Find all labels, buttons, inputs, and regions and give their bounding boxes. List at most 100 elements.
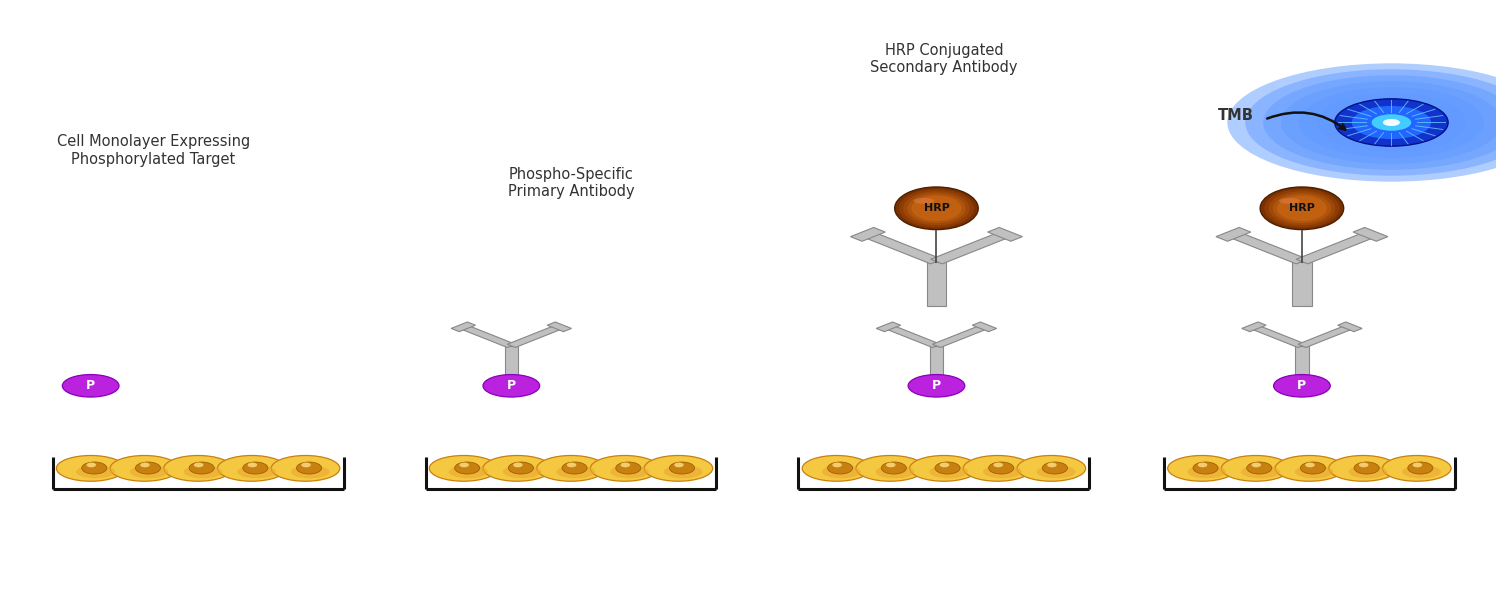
Ellipse shape xyxy=(615,462,640,474)
Ellipse shape xyxy=(1198,463,1208,467)
Polygon shape xyxy=(452,322,476,332)
Ellipse shape xyxy=(802,455,871,481)
Polygon shape xyxy=(933,325,988,347)
Ellipse shape xyxy=(509,462,534,474)
Ellipse shape xyxy=(882,462,906,474)
Ellipse shape xyxy=(1294,465,1334,478)
Ellipse shape xyxy=(833,463,842,467)
Polygon shape xyxy=(1298,325,1354,347)
Text: HRP: HRP xyxy=(1288,203,1316,213)
Ellipse shape xyxy=(248,463,256,467)
Circle shape xyxy=(483,374,540,397)
Ellipse shape xyxy=(886,463,896,467)
Text: Phospho-Specific
Primary Antibody: Phospho-Specific Primary Antibody xyxy=(507,167,634,199)
Ellipse shape xyxy=(894,187,978,230)
Ellipse shape xyxy=(1227,64,1500,182)
Ellipse shape xyxy=(76,465,116,478)
Ellipse shape xyxy=(454,462,480,474)
Ellipse shape xyxy=(1371,114,1411,131)
Ellipse shape xyxy=(1408,462,1432,474)
Polygon shape xyxy=(1338,322,1362,332)
Ellipse shape xyxy=(135,462,160,474)
Ellipse shape xyxy=(1352,106,1431,139)
Ellipse shape xyxy=(934,462,960,474)
Ellipse shape xyxy=(1251,463,1262,467)
Text: P: P xyxy=(1298,379,1306,392)
Ellipse shape xyxy=(1245,69,1500,176)
Ellipse shape xyxy=(513,463,522,467)
Ellipse shape xyxy=(562,462,586,474)
Ellipse shape xyxy=(621,463,630,467)
Ellipse shape xyxy=(130,465,168,478)
Ellipse shape xyxy=(903,191,970,226)
Polygon shape xyxy=(987,227,1023,241)
Ellipse shape xyxy=(567,463,576,467)
Ellipse shape xyxy=(1246,462,1272,474)
Text: TMB: TMB xyxy=(1218,108,1254,123)
Ellipse shape xyxy=(1269,191,1335,226)
Bar xyxy=(1294,346,1308,377)
Ellipse shape xyxy=(591,455,658,481)
Ellipse shape xyxy=(483,455,552,481)
Ellipse shape xyxy=(1188,465,1225,478)
Ellipse shape xyxy=(1402,465,1441,478)
Ellipse shape xyxy=(1264,189,1340,227)
Ellipse shape xyxy=(1383,455,1450,481)
Bar xyxy=(504,346,518,377)
Text: P: P xyxy=(932,379,940,392)
Ellipse shape xyxy=(556,465,596,478)
Ellipse shape xyxy=(1167,455,1236,481)
Ellipse shape xyxy=(1275,455,1344,481)
Ellipse shape xyxy=(1017,455,1086,481)
Ellipse shape xyxy=(876,465,915,478)
Ellipse shape xyxy=(1281,81,1500,164)
Polygon shape xyxy=(459,325,516,347)
Ellipse shape xyxy=(429,455,498,481)
Polygon shape xyxy=(1242,322,1266,332)
Ellipse shape xyxy=(297,462,321,474)
Polygon shape xyxy=(1296,232,1377,264)
Ellipse shape xyxy=(140,463,150,467)
Ellipse shape xyxy=(291,465,330,478)
Ellipse shape xyxy=(1335,99,1448,146)
Ellipse shape xyxy=(1359,463,1368,467)
Ellipse shape xyxy=(81,462,106,474)
Polygon shape xyxy=(885,325,940,347)
Ellipse shape xyxy=(87,463,96,467)
Text: HRP: HRP xyxy=(924,203,950,213)
Ellipse shape xyxy=(1036,465,1076,478)
Ellipse shape xyxy=(828,462,852,474)
Ellipse shape xyxy=(1329,455,1398,481)
Bar xyxy=(930,346,944,377)
Ellipse shape xyxy=(1047,463,1056,467)
Polygon shape xyxy=(507,325,564,347)
Ellipse shape xyxy=(1348,465,1388,478)
Ellipse shape xyxy=(1042,462,1068,474)
Ellipse shape xyxy=(930,465,968,478)
Ellipse shape xyxy=(537,455,606,481)
Ellipse shape xyxy=(674,463,684,467)
Polygon shape xyxy=(1250,325,1306,347)
Ellipse shape xyxy=(183,465,222,478)
Ellipse shape xyxy=(459,463,470,467)
Ellipse shape xyxy=(1413,463,1422,467)
Ellipse shape xyxy=(1300,462,1326,474)
Ellipse shape xyxy=(908,193,966,223)
Bar xyxy=(1292,262,1311,306)
Ellipse shape xyxy=(909,455,978,481)
Ellipse shape xyxy=(272,455,340,481)
Ellipse shape xyxy=(856,455,924,481)
Ellipse shape xyxy=(189,462,214,474)
Ellipse shape xyxy=(1354,462,1378,474)
Polygon shape xyxy=(850,227,885,241)
Ellipse shape xyxy=(1221,455,1290,481)
Polygon shape xyxy=(930,232,1011,264)
Ellipse shape xyxy=(644,455,712,481)
Polygon shape xyxy=(862,232,942,264)
Ellipse shape xyxy=(302,463,310,467)
Polygon shape xyxy=(876,322,900,332)
Ellipse shape xyxy=(194,463,204,467)
Text: P: P xyxy=(507,379,516,392)
Ellipse shape xyxy=(610,465,650,478)
Ellipse shape xyxy=(963,455,1032,481)
